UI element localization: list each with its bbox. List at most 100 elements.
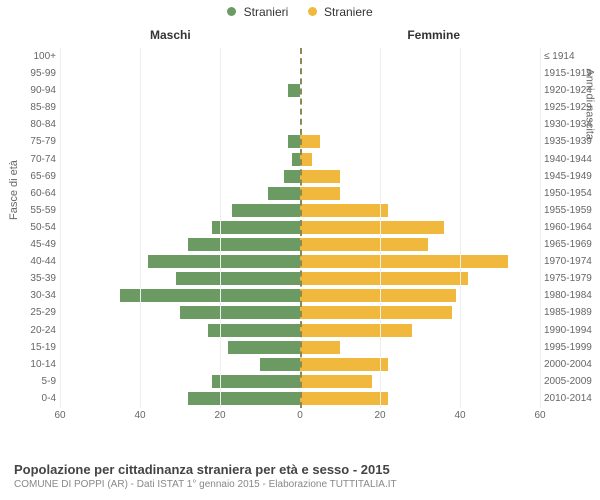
bar-male bbox=[212, 375, 300, 388]
bar-female bbox=[300, 341, 340, 354]
year-label: 1990-1994 bbox=[544, 322, 598, 339]
year-label: 2000-2004 bbox=[544, 356, 598, 373]
legend-dot-female bbox=[308, 7, 317, 16]
x-tick: 60 bbox=[534, 410, 545, 421]
bar-male bbox=[288, 135, 300, 148]
bar-female bbox=[300, 306, 452, 319]
bar-male bbox=[284, 170, 300, 183]
bar-female bbox=[300, 204, 388, 217]
age-label: 90-94 bbox=[16, 82, 56, 99]
year-label: ≤ 1914 bbox=[544, 48, 598, 65]
age-label: 10-14 bbox=[16, 356, 56, 373]
x-tick: 0 bbox=[297, 410, 303, 421]
column-title-male: Maschi bbox=[150, 28, 191, 42]
year-label: 1940-1944 bbox=[544, 151, 598, 168]
gridline bbox=[380, 48, 381, 408]
bar-female bbox=[300, 170, 340, 183]
legend-dot-male bbox=[227, 7, 236, 16]
footer: Popolazione per cittadinanza straniera p… bbox=[14, 462, 397, 490]
bar-male bbox=[188, 392, 300, 405]
bar-male bbox=[232, 204, 300, 217]
centerline bbox=[300, 48, 302, 408]
age-label: 25-29 bbox=[16, 304, 56, 321]
age-label: 70-74 bbox=[16, 151, 56, 168]
age-label: 5-9 bbox=[16, 373, 56, 390]
population-pyramid-chart: Stranieri Straniere Fasce di età Anni di… bbox=[0, 0, 600, 500]
year-label: 1985-1989 bbox=[544, 304, 598, 321]
gridline bbox=[540, 48, 541, 408]
age-label: 30-34 bbox=[16, 287, 56, 304]
age-label: 50-54 bbox=[16, 219, 56, 236]
bar-male bbox=[120, 289, 300, 302]
legend-label-female: Straniere bbox=[324, 5, 373, 19]
age-label: 85-89 bbox=[16, 99, 56, 116]
bar-male bbox=[292, 153, 300, 166]
bar-male bbox=[260, 358, 300, 371]
year-label: 1935-1939 bbox=[544, 133, 598, 150]
year-label: 1915-1919 bbox=[544, 65, 598, 82]
x-axis: 6040200204060 bbox=[60, 408, 540, 428]
column-title-female: Femmine bbox=[407, 28, 460, 42]
bar-male bbox=[228, 341, 300, 354]
age-label: 40-44 bbox=[16, 253, 56, 270]
bar-female bbox=[300, 255, 508, 268]
age-label: 75-79 bbox=[16, 133, 56, 150]
gridline bbox=[60, 48, 61, 408]
chart-subtitle: COMUNE DI POPPI (AR) - Dati ISTAT 1° gen… bbox=[14, 479, 397, 490]
age-label: 45-49 bbox=[16, 236, 56, 253]
x-tick: 20 bbox=[214, 410, 225, 421]
bar-male bbox=[148, 255, 300, 268]
age-label: 35-39 bbox=[16, 270, 56, 287]
bar-female bbox=[300, 187, 340, 200]
year-label: 2005-2009 bbox=[544, 373, 598, 390]
legend-label-male: Stranieri bbox=[244, 5, 289, 19]
legend-item-female: Straniere bbox=[308, 4, 373, 19]
year-label: 1950-1954 bbox=[544, 185, 598, 202]
bar-female bbox=[300, 135, 320, 148]
x-tick: 20 bbox=[374, 410, 385, 421]
year-label: 1930-1934 bbox=[544, 116, 598, 133]
bar-male bbox=[208, 324, 300, 337]
year-label: 1970-1974 bbox=[544, 253, 598, 270]
bar-female bbox=[300, 289, 456, 302]
chart-title: Popolazione per cittadinanza straniera p… bbox=[14, 462, 397, 477]
year-labels: ≤ 19141915-19191920-19241925-19291930-19… bbox=[544, 48, 598, 408]
bar-female bbox=[300, 358, 388, 371]
year-label: 1980-1984 bbox=[544, 287, 598, 304]
year-label: 1920-1924 bbox=[544, 82, 598, 99]
age-label: 60-64 bbox=[16, 185, 56, 202]
gridline bbox=[220, 48, 221, 408]
plot-area: Maschi Femmine 100+95-9990-9485-8980-847… bbox=[60, 28, 540, 428]
year-label: 1955-1959 bbox=[544, 202, 598, 219]
age-label: 95-99 bbox=[16, 65, 56, 82]
age-label: 15-19 bbox=[16, 339, 56, 356]
bar-female bbox=[300, 272, 468, 285]
bar-female bbox=[300, 238, 428, 251]
age-label: 20-24 bbox=[16, 322, 56, 339]
bar-female bbox=[300, 375, 372, 388]
bar-male bbox=[288, 84, 300, 97]
year-label: 1925-1929 bbox=[544, 99, 598, 116]
gridline bbox=[460, 48, 461, 408]
x-tick: 60 bbox=[54, 410, 65, 421]
bar-male bbox=[180, 306, 300, 319]
age-label: 65-69 bbox=[16, 168, 56, 185]
year-label: 1960-1964 bbox=[544, 219, 598, 236]
bar-male bbox=[188, 238, 300, 251]
legend: Stranieri Straniere bbox=[0, 4, 600, 19]
bar-female bbox=[300, 392, 388, 405]
age-label: 0-4 bbox=[16, 390, 56, 407]
age-label: 80-84 bbox=[16, 116, 56, 133]
gridline bbox=[140, 48, 141, 408]
age-label: 55-59 bbox=[16, 202, 56, 219]
x-tick: 40 bbox=[134, 410, 145, 421]
year-label: 1945-1949 bbox=[544, 168, 598, 185]
age-labels: 100+95-9990-9485-8980-8475-7970-7465-696… bbox=[16, 48, 56, 408]
x-tick: 40 bbox=[454, 410, 465, 421]
bar-male bbox=[268, 187, 300, 200]
year-label: 1975-1979 bbox=[544, 270, 598, 287]
year-label: 1965-1969 bbox=[544, 236, 598, 253]
bar-female bbox=[300, 221, 444, 234]
bar-male bbox=[212, 221, 300, 234]
bar-male bbox=[176, 272, 300, 285]
